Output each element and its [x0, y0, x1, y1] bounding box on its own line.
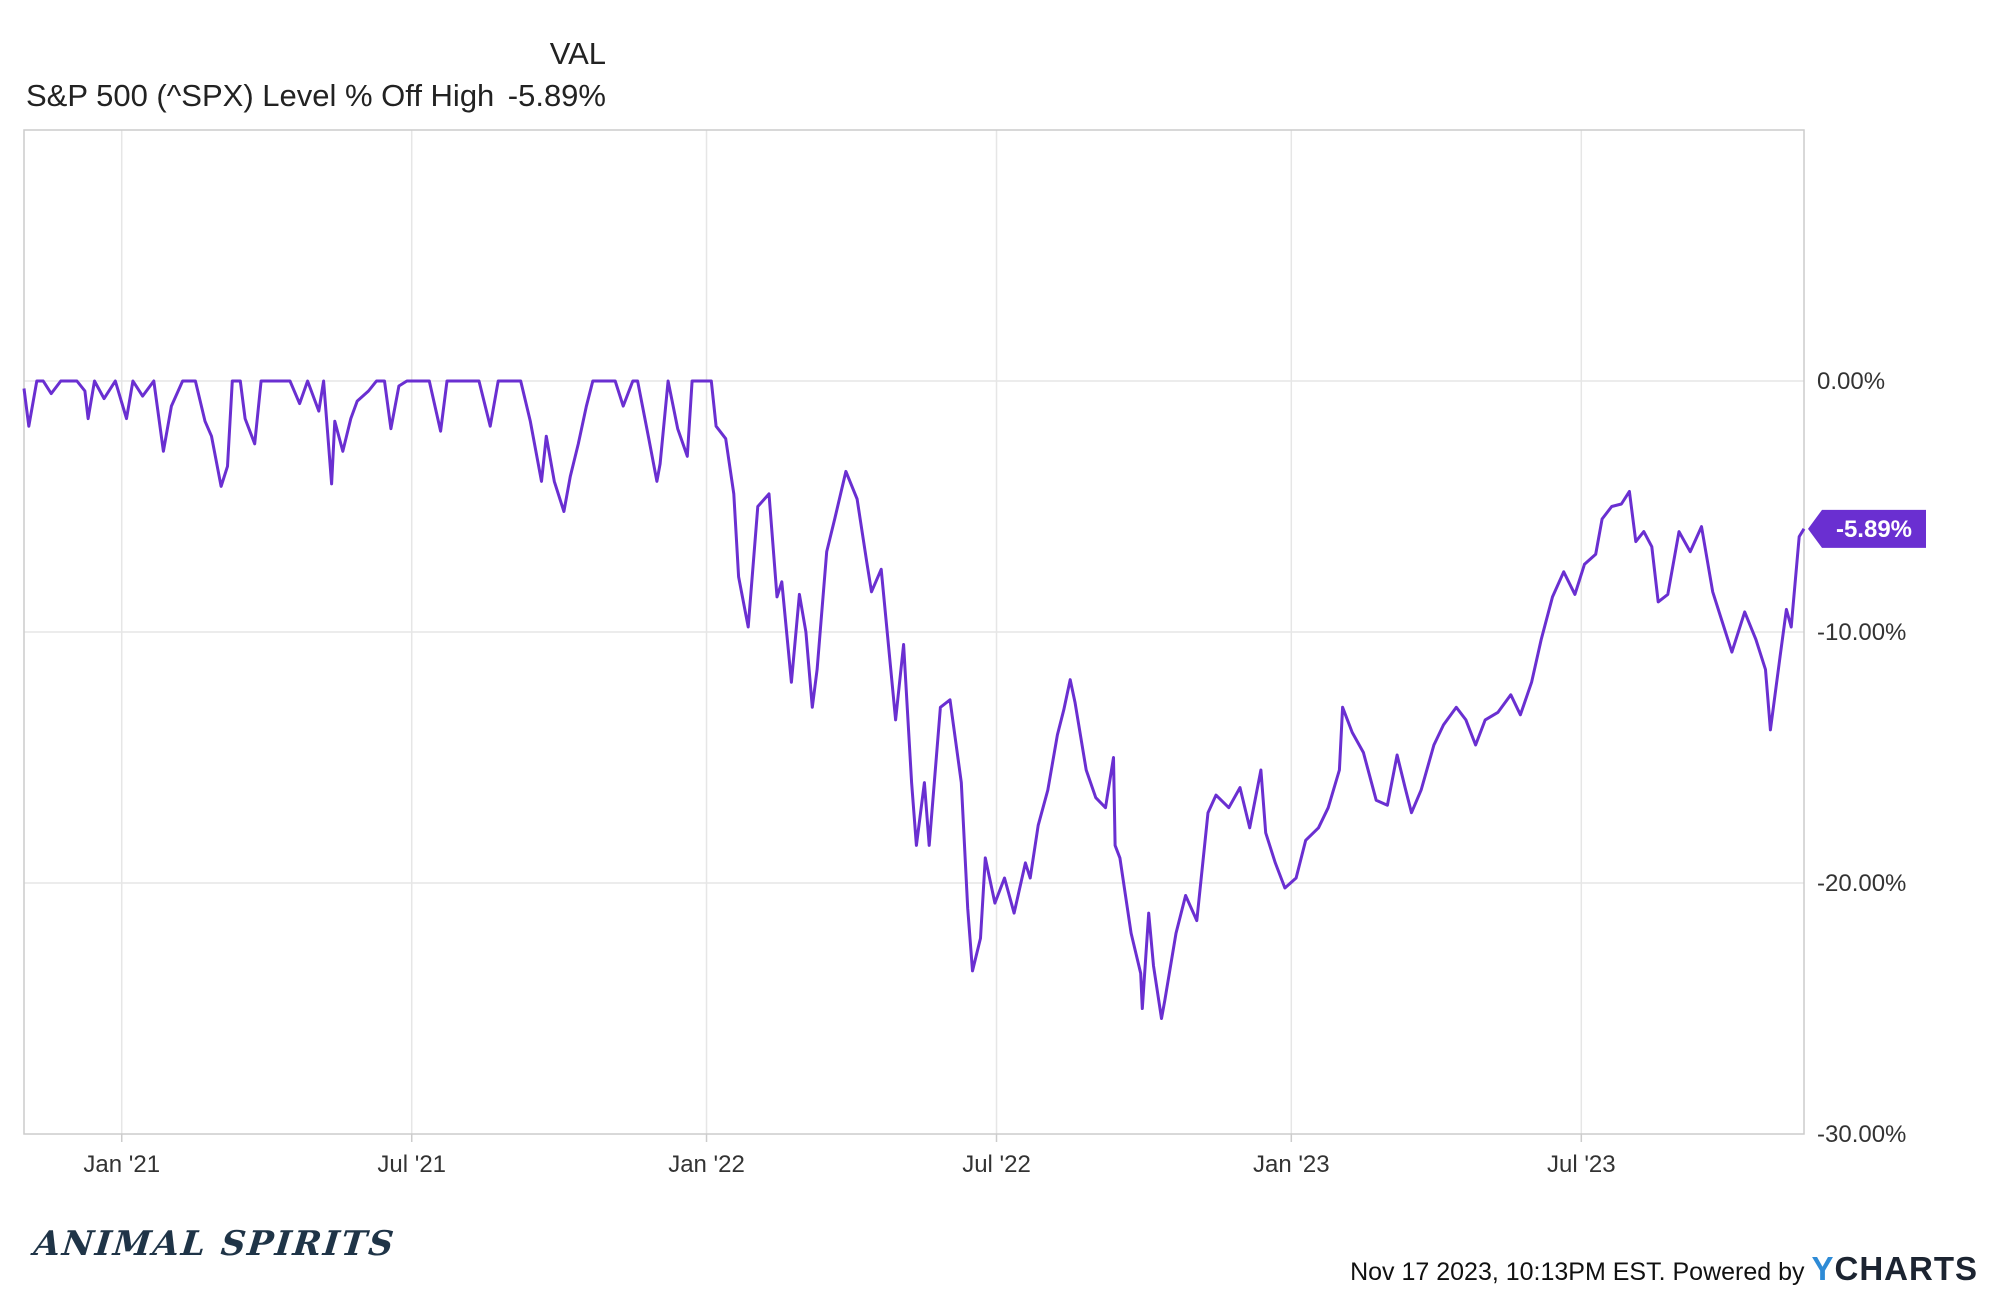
y-tick-label: -10.00%: [1817, 619, 1906, 646]
legend-header-label: VAL: [549, 36, 606, 71]
y-tick-label: 0.00%: [1817, 368, 1885, 395]
ycharts-logo-y: Y: [1811, 1250, 1835, 1287]
footer-powered-by: Powered by: [1672, 1258, 1805, 1286]
series-line-spx-off-high[interactable]: [22, 379, 1806, 1020]
x-tick-label: Jan '22: [668, 1151, 745, 1178]
legend-series-name: S&P 500 (^SPX) Level % Off High: [26, 78, 495, 113]
footer-timestamp: Nov 17 2023, 10:13PM EST.: [1350, 1258, 1666, 1286]
last-value-badge-text: -5.89%: [1836, 516, 1912, 543]
y-tick-label: -30.00%: [1817, 1121, 1906, 1148]
x-tick-label: Jul '21: [377, 1151, 446, 1178]
y-tick-label: -20.00%: [1817, 870, 1906, 897]
last-value-badge: -5.89%: [1808, 509, 1926, 548]
y-axis: 0.00% -10.00% -20.00% -30.00%: [1817, 368, 1906, 1148]
chart-legend: VAL S&P 500 (^SPX) Level % Off High -5.8…: [26, 34, 606, 113]
chart-footer: Nov 17 2023, 10:13PM EST. Powered by YCH…: [1350, 1250, 1978, 1288]
animal-spirits-logo: ANIMAL SPIRITS: [31, 1224, 398, 1264]
x-tick-label: Jul '22: [962, 1151, 1031, 1178]
last-value-badge-shape: [1808, 509, 1926, 548]
plot-area-frame: [23, 129, 1805, 1135]
legend-series-value: -5.89%: [507, 78, 606, 113]
ycharts-logo-text: CHARTS: [1834, 1250, 1978, 1287]
x-tick-label: Jul '23: [1547, 1151, 1616, 1178]
ycharts-logo[interactable]: YCHARTS: [1811, 1250, 1978, 1287]
x-tick-label: Jan '21: [83, 1151, 160, 1178]
x-tick-label: Jan '23: [1253, 1151, 1330, 1178]
x-axis: Jan '21 Jul '21 Jan '22 Jul '22 Jan '23 Jul '…: [83, 1134, 1616, 1178]
grid-lines: [24, 130, 1804, 1134]
